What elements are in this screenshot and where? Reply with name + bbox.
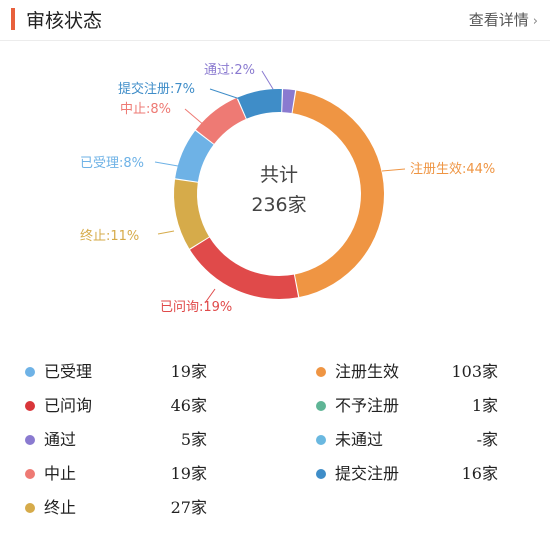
section-header: 审核状态 查看详情 › [0,0,550,41]
legend-item: 不予注册 1家 [316,394,498,418]
pie-slice [190,237,299,299]
label-leader-line [157,230,175,235]
pie-slice [175,130,214,182]
accent-bar [11,8,15,30]
chart-legend: 已受理 19家 已问询 46家 通过 5家 中止 19家 终止 27家 注册生效 103家 不予注册 1家… [0,350,550,537]
legend-dot-icon [316,401,326,411]
label-leader-line [381,168,406,172]
legend-value: 19家 [170,464,207,483]
legend-label: 注册生效 [335,362,400,381]
legend-item: 中止 19家 [25,462,207,486]
label-leader-line [261,70,274,90]
legend-label: 已问询 [44,396,93,415]
legend-value: 19家 [170,362,207,381]
slice-label: 已问询:19% [160,300,232,315]
pie-slice [292,90,384,298]
legend-value: 103家 [451,362,498,381]
legend-label: 提交注册 [335,464,400,483]
legend-label: 已受理 [44,362,93,381]
legend-label: 不予注册 [335,396,400,415]
legend-item: 通过 5家 [25,428,207,452]
pie-slice [195,98,246,144]
center-total-value: 236家 [251,194,306,216]
legend-dot-icon [25,435,35,445]
view-details-label: 查看详情 [468,11,529,29]
legend-dot-icon [316,367,326,377]
legend-dot-icon [316,469,326,479]
legend-dot-icon [316,435,326,445]
legend-value: 16家 [461,464,498,483]
legend-item: 提交注册 16家 [316,462,498,486]
label-leader-line [154,161,179,167]
slice-label: 提交注册:7% [118,81,195,97]
section-title: 审核状态 [26,10,103,32]
legend-value: 27家 [170,498,207,517]
slice-label: 通过:2% [204,63,255,78]
center-total-label: 共计 [260,164,298,186]
slice-label: 已受理:8% [80,156,144,171]
donut-chart: 注册生效:44% 已问询:19% 终止:11% 已受理:8% 中止:8% 提交注册:7% 通… [80,63,495,315]
legend-item: 终止 27家 [25,496,207,520]
label-leader-line [184,108,206,127]
legend-dot-icon [25,469,35,479]
label-leader-line [204,288,216,304]
legend-label: 未通过 [335,430,384,449]
legend-dot-icon [25,367,35,377]
legend-value: 1家 [471,396,498,415]
chevron-right-icon: › [532,14,538,29]
view-details-link[interactable]: 查看详情 › [469,9,538,30]
legend-item: 注册生效 103家 [316,360,498,384]
legend-value: -家 [476,430,498,449]
legend-label: 终止 [44,498,77,517]
slice-label: 注册生效:44% [410,162,495,177]
pie-slice [237,89,282,119]
legend-item: 已问询 46家 [25,394,207,418]
legend-item: 已受理 19家 [25,360,207,384]
legend-dot-icon [25,401,35,411]
slice-label: 终止:11% [80,228,139,244]
legend-label: 中止 [44,464,77,483]
legend-label: 通过 [44,430,77,449]
legend-value: 5家 [180,430,207,449]
pie-slice [282,89,296,113]
slice-label: 中止:8% [120,102,171,117]
label-leader-line [209,88,241,100]
pie-slice [174,179,210,249]
legend-dot-icon [25,503,35,513]
legend-value: 46家 [170,396,207,415]
legend-item: 未通过 -家 [316,428,498,452]
